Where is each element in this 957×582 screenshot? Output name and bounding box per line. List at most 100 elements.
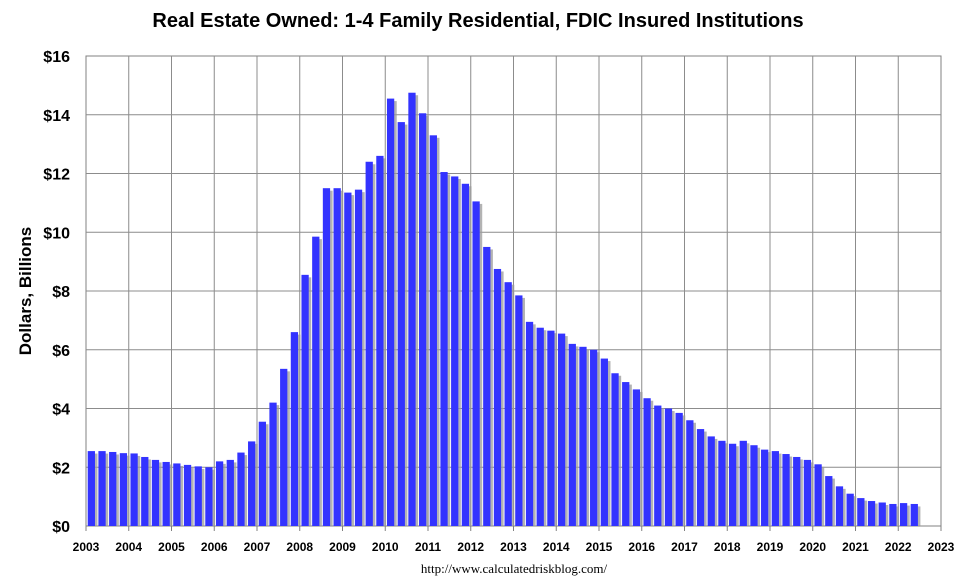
x-tick-label: 2005 [158, 540, 185, 554]
x-tick-label: 2018 [714, 540, 741, 554]
bar-2021Q4 [889, 503, 897, 526]
bars [87, 92, 918, 526]
bar-2010Q4 [419, 113, 427, 526]
bar-2022Q2 [910, 503, 918, 526]
bar-2021Q1 [857, 498, 865, 526]
bar-2008Q4 [333, 188, 341, 526]
bar-2016Q3 [664, 408, 673, 526]
bar-2018Q3 [750, 445, 758, 526]
x-tick-label: 2014 [543, 540, 570, 554]
x-tick-label: 2021 [842, 540, 869, 554]
bar-2019Q2 [782, 454, 790, 526]
bar-2019Q4 [803, 459, 812, 526]
x-tick-label: 2023 [928, 540, 955, 554]
bar-2021Q3 [878, 502, 886, 526]
bar-2009Q3 [365, 161, 373, 526]
y-axis-label: Dollars, Billions [16, 227, 35, 355]
x-axis-ticks: 2003 2004 2005 2006 2007 2008 2009 2010 2011 2012… [73, 540, 955, 554]
bar-2021Q2 [867, 501, 876, 526]
bar-2003Q1 [87, 451, 95, 526]
bar-2006Q4 [248, 441, 256, 526]
x-tick-label: 2004 [115, 540, 142, 554]
bar-2009Q4 [376, 155, 384, 526]
bar-2019Q3 [793, 456, 801, 526]
bar-2015Q3 [622, 382, 630, 526]
bar-2004Q3 [151, 459, 160, 526]
bar-2017Q1 [686, 420, 694, 526]
bar-2011Q2 [440, 172, 448, 526]
bar-2009Q2 [354, 189, 363, 526]
bar-2003Q2 [98, 451, 106, 526]
bar-2016Q4 [675, 412, 683, 526]
bar-2018Q4 [761, 449, 769, 526]
x-tick-label: 2009 [329, 540, 356, 554]
x-tick-label: 2003 [73, 540, 100, 554]
grid-lines [85, 56, 942, 531]
bar-2012Q3 [493, 268, 502, 526]
bar-2015Q4 [632, 389, 641, 526]
bar-2007Q3 [280, 368, 288, 526]
bar-2003Q3 [109, 451, 117, 526]
bar-2014Q1 [557, 333, 566, 526]
y-tick-label: $0 [52, 519, 70, 536]
bar-2013Q3 [536, 327, 544, 526]
x-tick-label: 2006 [201, 540, 228, 554]
bar-2010Q1 [386, 98, 395, 526]
x-tick-label: 2020 [799, 540, 826, 554]
x-tick-label: 2019 [757, 540, 784, 554]
chart-title: Real Estate Owned: 1-4 Family Residentia… [152, 10, 803, 32]
bar-2014Q4 [590, 349, 598, 526]
bar-2007Q1 [258, 421, 266, 526]
bar-2018Q1 [728, 443, 737, 526]
y-tick-label: $10 [43, 225, 70, 242]
bar-2004Q1 [130, 453, 138, 526]
bar-2011Q4 [461, 183, 470, 526]
x-tick-label: 2017 [671, 540, 698, 554]
bar-2020Q3 [835, 486, 844, 526]
x-tick-label: 2011 [415, 540, 441, 554]
bar-2003Q4 [119, 453, 128, 526]
y-tick-label: $12 [43, 167, 70, 184]
x-tick-label: 2012 [457, 540, 484, 554]
source-url: http://www.calculatedriskblog.com/ [421, 561, 608, 576]
bar-2012Q1 [472, 201, 480, 526]
bar-2011Q1 [429, 135, 437, 526]
y-tick-label: $14 [43, 108, 70, 125]
x-tick-label: 2016 [628, 540, 655, 554]
bar-2013Q4 [547, 330, 555, 526]
x-tick-label: 2008 [286, 540, 313, 554]
x-tick-label: 2013 [500, 540, 527, 554]
bar-2017Q3 [707, 436, 715, 526]
bar-2022Q1 [899, 503, 908, 526]
bar-2006Q1 [215, 461, 224, 526]
bar-2012Q2 [483, 246, 491, 526]
bar-2020Q4 [846, 493, 854, 526]
bar-2013Q2 [525, 321, 534, 526]
bar-2009Q1 [344, 192, 352, 526]
bar-2007Q2 [269, 402, 277, 526]
y-tick-label: $2 [52, 460, 70, 477]
x-tick-label: 2010 [372, 540, 399, 554]
bar-2018Q2 [739, 440, 747, 526]
bar-2004Q4 [162, 461, 170, 526]
bar-2013Q1 [515, 295, 523, 526]
bar-2017Q2 [696, 429, 705, 526]
bar-2014Q2 [568, 343, 576, 526]
bar-2010Q2 [397, 122, 405, 526]
y-tick-label: $6 [52, 343, 70, 360]
bar-2010Q3 [408, 92, 416, 526]
x-tick-label: 2022 [885, 540, 912, 554]
bar-2005Q1 [173, 463, 181, 526]
bar-2016Q2 [654, 405, 662, 526]
bar-2015Q1 [600, 358, 608, 526]
bar-2005Q4 [205, 467, 213, 526]
bar-2011Q3 [451, 176, 459, 526]
bar-2006Q3 [237, 452, 245, 526]
y-tick-label: $16 [43, 49, 70, 66]
bar-2012Q4 [504, 282, 512, 526]
bar-2008Q1 [301, 274, 309, 526]
bar-2008Q3 [322, 188, 331, 526]
y-tick-label: $4 [52, 402, 70, 419]
bar-2014Q3 [579, 346, 587, 526]
